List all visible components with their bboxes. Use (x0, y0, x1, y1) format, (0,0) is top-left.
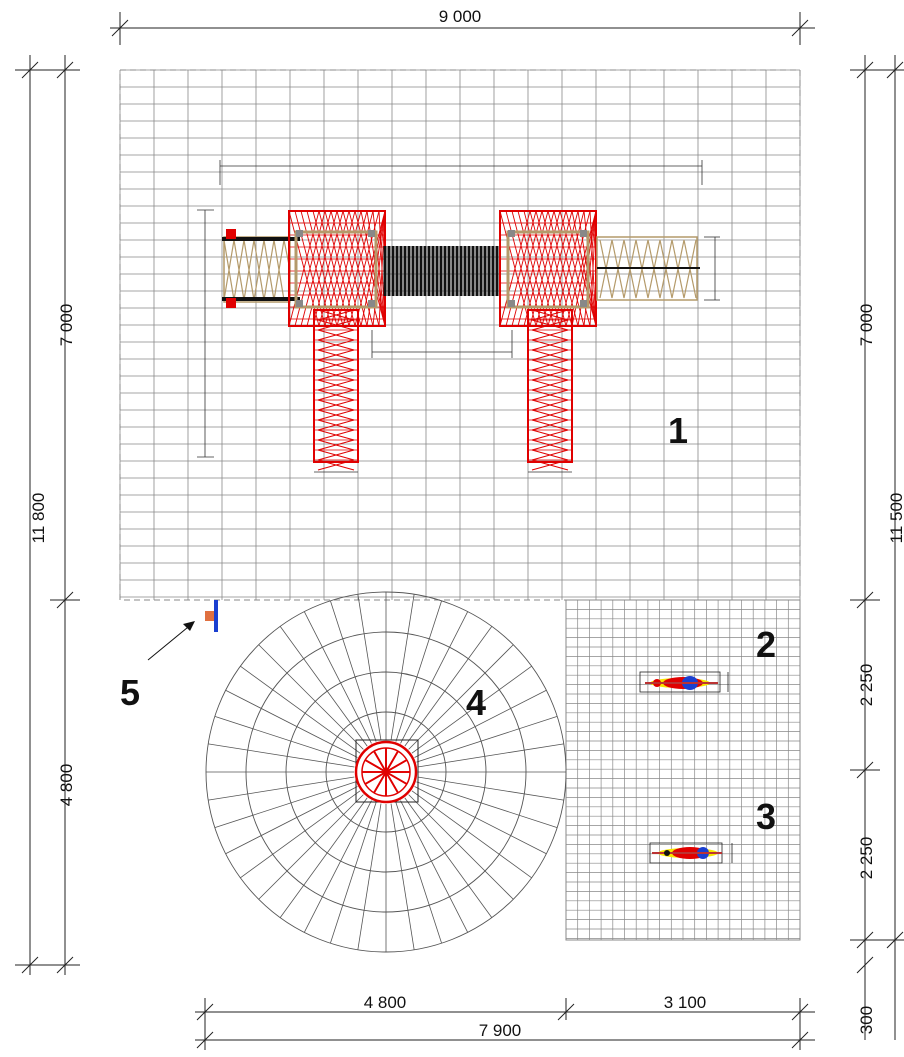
zone-3-label: 3 (756, 796, 776, 837)
dimension-top: 9 000 (110, 7, 815, 45)
dimension-bottom: 4 800 3 100 7 900 (195, 993, 815, 1050)
spring-rider-2 (639, 671, 729, 693)
dimension-left-inner: 7 000 4 800 (50, 55, 80, 975)
zone-1-label: 1 (668, 410, 688, 451)
info-sign-5 (147, 600, 218, 661)
dimension-right-total-label: 11 500 (887, 493, 904, 544)
dimension-top-label: 9 000 (439, 7, 482, 26)
dimension-left-upper-label: 7 000 (57, 304, 76, 347)
zone-2-3-surface-grid (565, 599, 801, 941)
dimension-left-total: 11 800 (15, 55, 80, 975)
zone-5-label: 5 (120, 672, 140, 713)
dimension-right-mid-b-label: 2 250 (857, 837, 876, 880)
zone-4-label: 4 (466, 682, 486, 723)
dimension-right: 7 000 11 500 2 250 2 250 300 (850, 55, 904, 1040)
dimension-bottom-total-label: 7 900 (479, 1021, 522, 1040)
zone-4-circular-surface (205, 591, 567, 953)
play-structure (197, 160, 720, 473)
dimension-right-upper-label: 7 000 (857, 304, 876, 347)
zone-2-label: 2 (756, 624, 776, 665)
dimension-left-total-label: 11 800 (29, 493, 48, 544)
zone-1-surface-grid (119, 69, 801, 601)
dimension-bottom-left-label: 4 800 (364, 993, 407, 1012)
dimension-bottom-right-label: 3 100 (664, 993, 707, 1012)
dimension-left-lower-label: 4 800 (57, 764, 76, 807)
spring-rider-3 (649, 842, 733, 864)
dimension-right-bottom-label: 300 (857, 1006, 876, 1034)
dimension-right-mid-a-label: 2 250 (857, 664, 876, 707)
